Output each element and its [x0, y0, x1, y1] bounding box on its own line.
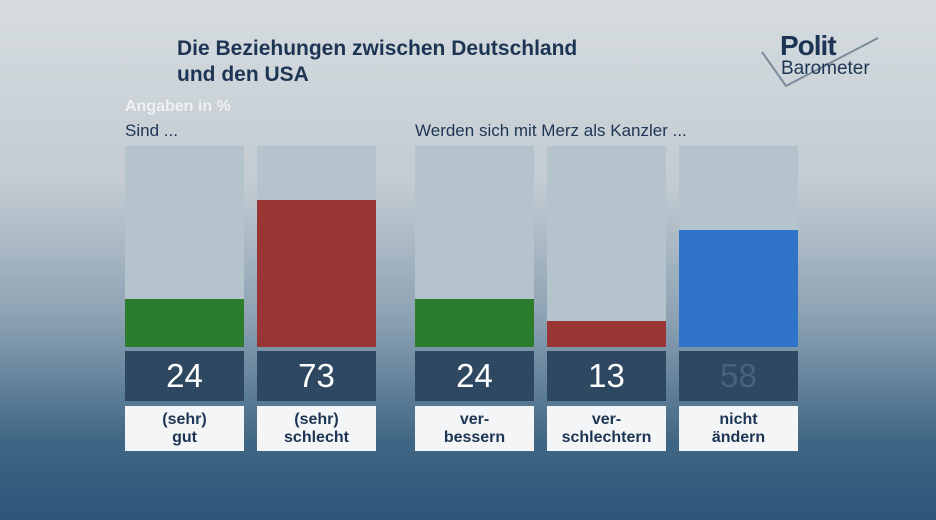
- bar-track: [415, 146, 534, 347]
- bar: [257, 200, 376, 347]
- category-label-line-1: nicht: [719, 410, 758, 428]
- category-label-line-2: schlechtern: [561, 428, 652, 446]
- logo-line-1: Polit: [780, 30, 837, 61]
- title-line-2: und den USA: [177, 63, 309, 86]
- bar-track: [547, 146, 666, 347]
- bar-value-label: 24: [125, 351, 244, 401]
- bar: [547, 321, 666, 347]
- chart-1-subtitle: Sind ...: [125, 121, 178, 140]
- bar-track: [257, 146, 376, 347]
- category-label-line-2: bessern: [443, 428, 506, 446]
- bar: [679, 230, 798, 347]
- bar-value-label: 58: [679, 351, 798, 401]
- category-label-line-1: ver-: [591, 410, 622, 428]
- bar-track: [125, 146, 244, 347]
- category-label-line-2: ändern: [711, 428, 766, 446]
- chart-2-subtitle: Werden sich mit Merz als Kanzler ...: [415, 121, 687, 140]
- bar: [125, 299, 244, 347]
- bar-value-label: 73: [257, 351, 376, 401]
- category-label: nicht ändern: [679, 406, 798, 451]
- bar-value-label: 24: [415, 351, 534, 401]
- category-label: ver-schlechtern: [547, 406, 666, 451]
- logo-line-2: Barometer: [781, 58, 870, 79]
- bar-value-label: 13: [547, 351, 666, 401]
- category-label-line-1: (sehr): [294, 410, 339, 428]
- bar: [415, 299, 534, 347]
- bar-track: [679, 146, 798, 347]
- chart-title: Die Beziehungen zwischen Deutschland und…: [177, 36, 697, 88]
- category-label-line-1: (sehr): [162, 410, 207, 428]
- category-label-line-2: gut: [172, 428, 197, 446]
- category-label-line-2: schlecht: [284, 428, 349, 446]
- checkmark-icon: [761, 37, 879, 88]
- unit-note: Angaben in %: [125, 98, 231, 115]
- title-line-1: Die Beziehungen zwischen Deutschland: [177, 37, 578, 60]
- category-label-line-1: ver-: [459, 410, 490, 428]
- category-label: (sehr) schlecht: [257, 406, 376, 451]
- category-label: (sehr) gut: [125, 406, 244, 451]
- category-label: ver-bessern: [415, 406, 534, 451]
- politbarometer-logo: Polit Barometer: [760, 30, 890, 92]
